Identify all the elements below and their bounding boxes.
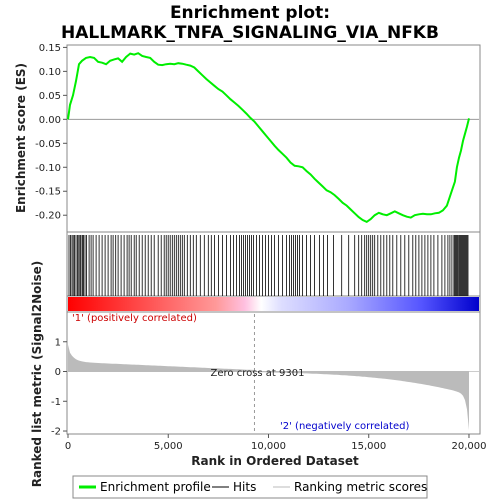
chart-title-line2: HALLMARK_TNFA_SIGNALING_VIA_NFKB [61, 23, 439, 43]
positive-correlation-label: '1' (positively correlated) [72, 313, 197, 324]
es-y-tick-label: -0.10 [35, 163, 61, 174]
x-tick-label: 15,000 [351, 441, 386, 452]
es-y-tick-label: 0.05 [39, 91, 61, 102]
legend-ranking-label: Ranking metric scores [294, 480, 427, 494]
es-y-tick-label: -0.05 [35, 139, 61, 150]
axis-layer: 0.15 0.10 0.05 0.00 -0.05 -0.10 -0.15 -0.20 1 0 -1… [35, 43, 486, 452]
es-y-axis-label: Enrichment score (ES) [14, 63, 28, 213]
metric-y-tick-label: -2 [51, 427, 61, 438]
zero-cross-label: Zero cross at 9301 [211, 368, 305, 379]
es-y-tick-label: 0.15 [39, 43, 61, 54]
legend-hits-label: Hits [233, 480, 256, 494]
negative-correlation-label: '2' (negatively correlated) [280, 421, 409, 432]
x-tick-label: 20,000 [451, 441, 486, 452]
metric-y-tick-label: -1 [51, 397, 61, 408]
es-y-tick-label: -0.20 [35, 211, 61, 222]
x-axis-label: Rank in Ordered Dataset [191, 454, 359, 468]
es-y-tick-label: 0.00 [39, 115, 61, 126]
metric-y-tick-label: 1 [55, 337, 61, 348]
hits-layer [68, 235, 469, 296]
metric-y-tick-label: 0 [55, 367, 61, 378]
x-tick-label: 5,000 [154, 441, 183, 452]
legend-box [72, 475, 428, 499]
metric-y-axis-label: Ranked list metric (Signal2Noise) [30, 261, 44, 488]
es-y-tick-label: -0.15 [35, 187, 61, 198]
chart-title-line1: Enrichment plot: [170, 3, 330, 23]
es-panel [66, 44, 481, 233]
rank-color-bar [68, 297, 479, 311]
legend-es-label: Enrichment profile [100, 480, 211, 494]
x-tick-label: 0 [65, 441, 71, 452]
es-line-layer [67, 52, 470, 224]
x-tick-label: 10,000 [251, 441, 286, 452]
metric-layer [68, 314, 479, 432]
es-profile-line [67, 52, 470, 224]
es-y-tick-label: 0.10 [39, 67, 61, 78]
